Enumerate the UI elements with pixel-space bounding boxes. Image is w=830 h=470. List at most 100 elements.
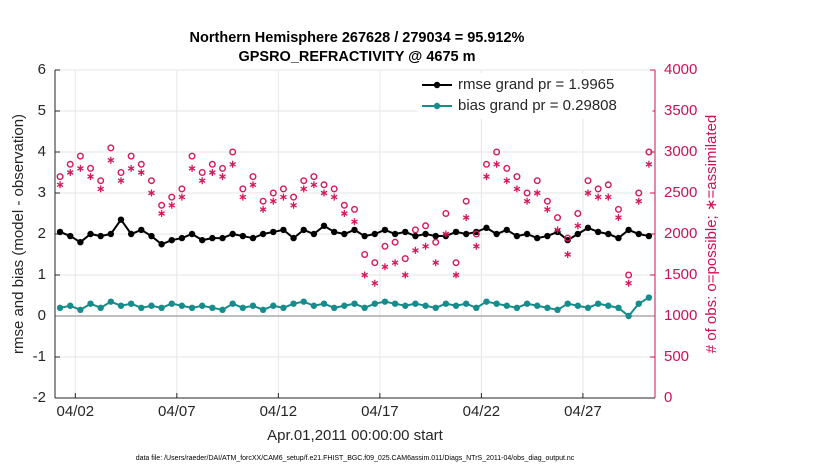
point [198,177,206,185]
point [87,173,94,181]
point [340,210,348,217]
legend-box [417,73,653,119]
point [209,169,216,176]
point [614,205,622,213]
point [87,164,95,172]
point [473,228,480,236]
point [371,230,378,238]
point [97,232,104,240]
point [544,232,551,240]
point [432,304,439,311]
point [645,160,653,168]
point [341,230,348,238]
point [66,160,74,168]
point [401,255,409,263]
point [127,230,135,238]
point [199,236,206,244]
point [625,226,632,234]
point [513,304,521,311]
y-tick-label: 1 [38,266,46,283]
point [178,234,186,242]
chart-subtitle: GPSRO_REFRACTIVITY @ 4675 m [238,49,475,65]
point [594,193,602,201]
point [574,302,582,309]
point [554,226,561,234]
point [543,197,551,205]
y-tick-label: -2 [33,389,46,406]
point [635,230,642,238]
point [330,185,338,193]
point [645,232,653,240]
point [310,173,318,181]
point [310,181,318,189]
point [56,228,64,236]
point [584,177,592,185]
legend-marker [433,102,441,110]
point [523,189,531,197]
point [148,232,155,240]
point [341,302,348,309]
point [76,152,84,160]
point [137,169,145,176]
point [523,230,531,238]
point [503,226,510,234]
point [534,234,541,242]
y-tick-label: 4 [38,143,46,160]
point [259,230,267,238]
point [482,160,490,168]
point [401,271,409,279]
point [219,306,226,314]
point [87,300,94,307]
point [117,177,125,185]
point [300,185,308,193]
point [249,173,257,181]
point [229,160,237,168]
point [371,259,379,267]
legend-marker [433,81,441,89]
point [269,197,277,205]
point [77,239,84,246]
point [442,230,450,238]
point [361,304,368,311]
point [280,304,287,311]
point [208,160,216,168]
point [300,226,307,234]
point [493,160,500,168]
point [178,302,186,309]
point [158,241,165,248]
point [259,306,267,314]
point [645,148,653,156]
point [483,224,490,232]
point [432,238,440,246]
point [219,234,226,242]
point [168,236,175,244]
point [544,205,551,213]
point [219,173,226,181]
point [442,209,450,217]
point [442,300,450,307]
point [290,201,297,209]
point [269,189,277,197]
point [412,300,419,307]
point [56,173,64,181]
point [533,189,541,197]
point [290,300,297,307]
point [117,168,125,176]
point [584,304,592,311]
point [615,234,622,242]
point [564,236,571,244]
point [300,298,307,305]
x-tick-label: 04/07 [158,403,196,420]
point [138,226,145,234]
point [462,230,470,238]
point [513,173,521,181]
point [605,302,612,309]
point [188,304,196,311]
point [320,300,328,307]
y-tick-label: 3 [38,184,46,201]
point [239,232,247,240]
point [107,230,115,238]
point [127,300,135,307]
point [503,177,511,185]
point [361,232,368,240]
